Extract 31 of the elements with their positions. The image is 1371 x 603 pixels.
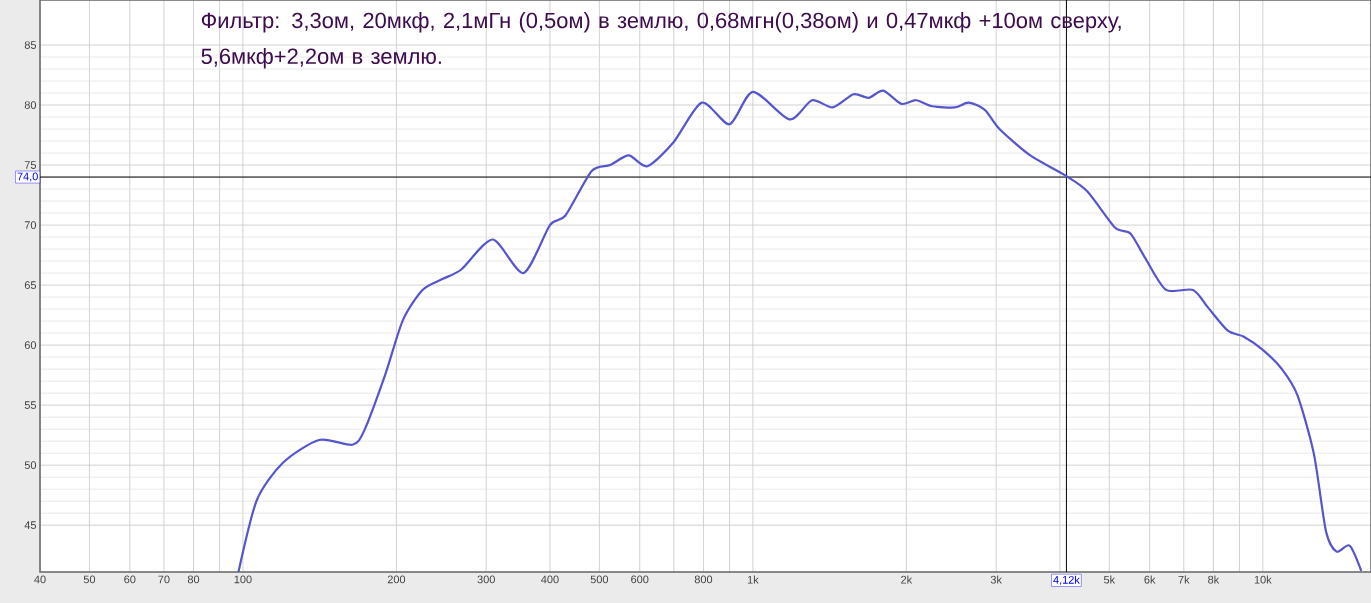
x-tick-label: 80 [187, 575, 200, 584]
y-tick-label: 75 [24, 161, 37, 169]
x-tick-label: 10k [1254, 575, 1272, 584]
x-tick-label: 7k [1178, 575, 1190, 584]
x-tick-label: 50 [83, 575, 96, 584]
x-tick-label: 600 [631, 575, 649, 584]
y-tick-label: 85 [24, 41, 37, 49]
x-tick-label: 500 [590, 575, 609, 584]
x-tick-label: 1k [747, 575, 759, 584]
y-tick-label: 55 [24, 401, 37, 409]
x-tick-label: 3k [990, 575, 1002, 584]
y-tick-label: 60 [24, 341, 37, 349]
x-tick-label: 200 [387, 575, 406, 584]
y-tick-label: 70 [24, 221, 37, 229]
x-tick-label: 40 [34, 575, 46, 584]
x-tick-label: 100 [234, 575, 252, 584]
x-tick-label: 2k [901, 575, 913, 584]
x-tick-label: 300 [477, 575, 495, 584]
x-tick-label: 400 [541, 575, 559, 584]
ref-line-label: 4,12k [1053, 575, 1080, 586]
y-tick-label: 50 [24, 461, 37, 470]
x-tick-label: 5k [1103, 575, 1116, 584]
x-tick-label: 60 [124, 575, 136, 584]
y-tick-label: 45 [24, 521, 37, 530]
y-tick-label: 65 [24, 281, 37, 289]
x-tick-label: 8k [1208, 575, 1220, 584]
x-tick-label: 6k [1144, 575, 1156, 584]
y-tick-label: 80 [24, 101, 37, 109]
x-tick-label: 70 [158, 575, 170, 584]
x-tick-label: 800 [694, 575, 713, 584]
ref-line-label: 74,0 [17, 172, 38, 182]
